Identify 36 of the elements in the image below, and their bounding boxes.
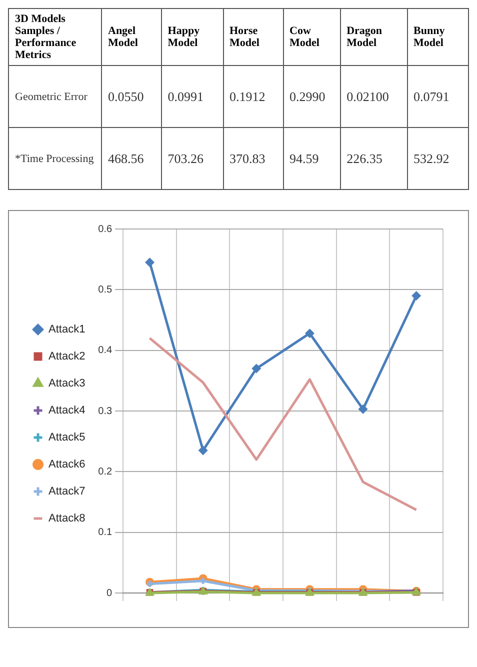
- category-label: Happy Model: [161, 8, 223, 66]
- category-label: *Time Processing: [15, 152, 94, 164]
- text: 370.83: [230, 150, 266, 166]
- category-label: Angel Model: [102, 8, 162, 66]
- y-tick-label: 0.3: [98, 406, 113, 417]
- y-tick-label: 0.5: [98, 284, 113, 296]
- legend-label: Attack2: [48, 350, 86, 363]
- y-tick-label: 0.6: [98, 224, 113, 235]
- text: 3D Models Samples / Performance Metrics: [8, 8, 102, 66]
- text: 226.35: [346, 150, 382, 166]
- legend-label: Attack3: [48, 378, 86, 390]
- legend-label: Attack1: [48, 324, 86, 336]
- category-label: Horse Model: [223, 8, 284, 66]
- legend-label: Attack5: [48, 432, 86, 444]
- text: 0.1912: [230, 88, 266, 104]
- category-label: Dragon Model: [340, 8, 407, 66]
- y-tick-label: 0.4: [98, 345, 113, 356]
- legend-label: Attack4: [48, 404, 86, 417]
- y-tick-label: 0.2: [98, 466, 113, 478]
- text: 0.0550: [108, 88, 144, 104]
- category-label: Cow Model: [283, 8, 340, 66]
- category-label: Geometric Error: [15, 90, 88, 102]
- text: 0.0991: [168, 88, 204, 104]
- legend-label: Attack8: [48, 512, 86, 525]
- text: 532.92: [414, 150, 450, 166]
- y-tick-label: 0.1: [98, 527, 113, 538]
- text: 703.26: [168, 150, 204, 166]
- legend-label: Attack6: [48, 458, 86, 471]
- category-label: Bunny Model: [407, 8, 468, 66]
- text: 468.56: [108, 150, 144, 166]
- legend-label: Attack7: [48, 486, 86, 498]
- text: 94.59: [290, 150, 319, 166]
- text: 0.2990: [290, 88, 326, 104]
- text: 0.0791: [414, 88, 450, 104]
- y-tick-label: 0: [106, 588, 113, 599]
- text: 0.02100: [346, 88, 389, 104]
